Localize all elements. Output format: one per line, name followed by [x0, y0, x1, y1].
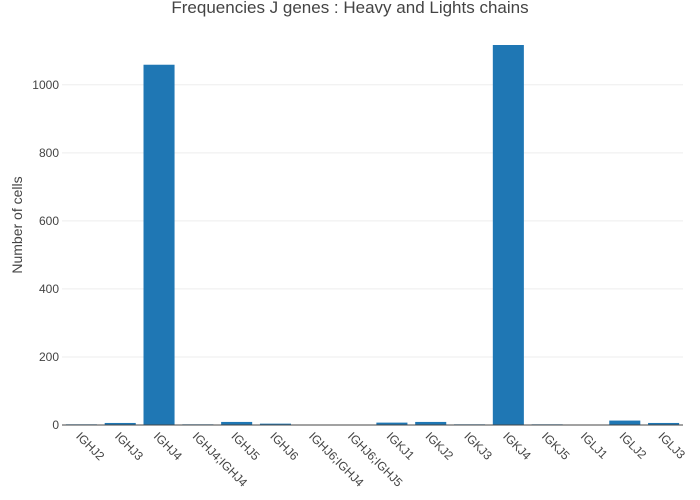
x-tick-label: IGKJ1 [384, 429, 418, 463]
bar-ighj4[interactable] [144, 65, 175, 425]
x-tick-label: IGKJ5 [539, 429, 573, 463]
y-tick-label: 200 [39, 350, 59, 364]
y-tick-label: 0 [52, 418, 59, 432]
x-tick-label: IGKJ4 [500, 429, 534, 463]
x-tick-label: IGHJ4 [151, 429, 185, 463]
x-tick-label: IGLJ2 [617, 429, 650, 462]
y-tick-label: 1000 [32, 78, 59, 92]
x-tick-label: IGLJ1 [578, 429, 611, 462]
bar-igkj4[interactable] [493, 45, 524, 425]
bars [66, 45, 679, 425]
chart-title: Frequencies J genes : Heavy and Lights c… [171, 0, 528, 17]
x-tick-label: IGLJ3 [655, 429, 688, 462]
x-tick-label: IGHJ3 [112, 429, 146, 463]
bar-iglj2[interactable] [609, 421, 640, 425]
y-tick-label: 400 [39, 282, 59, 296]
x-tick-label: IGHJ5 [229, 429, 263, 463]
x-tick-label: IGHJ6 [267, 429, 301, 463]
y-axis-ticks: 0 200 400 600 800 1000 [32, 78, 59, 432]
y-tick-label: 600 [39, 214, 59, 228]
y-axis-label: Number of cells [9, 176, 25, 273]
x-tick-label: IGKJ3 [461, 429, 495, 463]
x-tick-label: IGHJ2 [73, 429, 107, 463]
y-tick-label: 800 [39, 146, 59, 160]
x-tick-label: IGKJ2 [423, 429, 457, 463]
